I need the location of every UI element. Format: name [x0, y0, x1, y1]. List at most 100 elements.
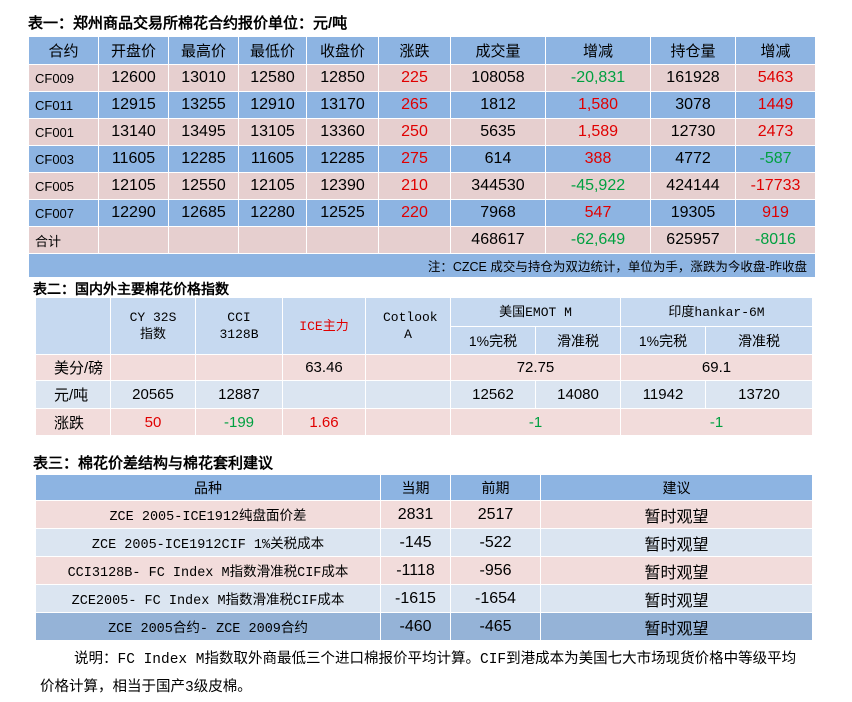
cell: 12730: [650, 118, 736, 146]
cell: 19305: [650, 199, 736, 227]
cell: -465: [450, 612, 541, 641]
cell: 12685: [168, 199, 239, 227]
cell: CF007: [28, 199, 99, 227]
cell: 161928: [650, 64, 736, 92]
cell: 开盘价: [98, 36, 169, 65]
cell: 12390: [306, 172, 379, 200]
cell: 275: [378, 145, 451, 173]
cell: 69.1: [620, 354, 813, 381]
cell: 14080: [535, 380, 621, 409]
cell: 50: [110, 408, 196, 436]
cell: 12290: [98, 199, 169, 227]
cell: 547: [545, 199, 651, 227]
data-row: CF007 12290 12685 12280 12525 220 7968 547 19305…: [28, 199, 816, 227]
cell: -145: [380, 528, 451, 557]
cell: 注：CZCE 成交与持仓为双边统计，单位为手，涨跌为今收盘-昨收盘: [28, 253, 816, 278]
cell: 72.75: [450, 354, 621, 381]
cell: [35, 297, 111, 355]
cell: 合计: [28, 226, 99, 254]
cell: 最高价: [168, 36, 239, 65]
header-text: ICE主力: [299, 318, 349, 334]
cell: ZCE 2005合约- ZCE 2009合约: [35, 612, 381, 641]
cell: 12550: [168, 172, 239, 200]
cell: CCI 3128B: [195, 297, 283, 355]
table3-title: 表三：棉花价差结构与棉花套利建议: [33, 455, 274, 472]
cell: 1,589: [545, 118, 651, 146]
cell: [365, 408, 451, 436]
cell: 13360: [306, 118, 379, 146]
cell: 250: [378, 118, 451, 146]
contract-table: 合约 开盘价 最高价 最低价 收盘价 涨跌 成交量 增减 持仓量 增减 CF009 12600 1301…: [28, 36, 816, 278]
cell: 当期: [380, 474, 451, 501]
cell: 暂时观望: [540, 556, 813, 585]
cell: 265: [378, 91, 451, 119]
cell: 468617: [450, 226, 546, 254]
data-row: ZCE 2005-ICE1912纯盘面价差 2831 2517 暂时观望: [35, 500, 813, 529]
cell: 涨跌: [35, 408, 111, 436]
cell: 12105: [98, 172, 169, 200]
cell: [98, 226, 169, 254]
cell: 收盘价: [306, 36, 379, 65]
cell: -20,831: [545, 64, 651, 92]
cell: 品种: [35, 474, 381, 501]
header-row: 品种 当期 前期 建议: [35, 474, 813, 501]
cell: [282, 380, 366, 409]
cell: CF011: [28, 91, 99, 119]
cell: 388: [545, 145, 651, 173]
data-row: CF001 13140 13495 13105 13360 250 5635 1,589 127…: [28, 118, 816, 146]
header-text: 印度hankar-6M: [668, 304, 765, 320]
cell: 滑准税: [705, 326, 813, 355]
cell: 12285: [168, 145, 239, 173]
cell: CCI3128B- FC Index M指数滑准税CIF成本: [35, 556, 381, 585]
cell: [378, 226, 451, 254]
cell: 暂时观望: [540, 612, 813, 641]
cell: 12285: [306, 145, 379, 173]
cell: 暂时观望: [540, 500, 813, 529]
cell: CF009: [28, 64, 99, 92]
cell: 7968: [450, 199, 546, 227]
data-row: ZCE 2005-ICE1912CIF 1%关税成本 -145 -522 暂时观望: [35, 528, 813, 557]
cell: 合约: [28, 36, 99, 65]
data-row: ZCE 2005合约- ZCE 2009合约 -460 -465 暂时观望: [35, 612, 813, 641]
cell: 13720: [705, 380, 813, 409]
data-row: CF003 11605 12285 11605 12285 275 614 388 4772 -5…: [28, 145, 816, 173]
cell: 美分/磅: [35, 354, 111, 381]
data-row: 美分/磅 63.46 72.75 69.1: [35, 354, 813, 381]
cell: 210: [378, 172, 451, 200]
cell: CF005: [28, 172, 99, 200]
cell: 1%完税: [620, 326, 706, 355]
data-row: 元/吨 20565 12887 12562 14080 11942 13720: [35, 380, 813, 409]
cell: 12600: [98, 64, 169, 92]
note: 说明：FC Index M指数取外商最低三个进口棉报价平均计算。CIF到港成本为…: [40, 652, 797, 696]
cell: 13140: [98, 118, 169, 146]
cell: 12850: [306, 64, 379, 92]
cell: 63.46: [282, 354, 366, 381]
data-row: 涨跌 50 -199 1.66 -1 -1: [35, 408, 813, 436]
cell: 11605: [98, 145, 169, 173]
header-row: CY 32S指数 CCI 3128B ICE主力 Cotlook A 美国EMOT M 印…: [35, 297, 813, 355]
header-text: CCI 3128B: [219, 310, 259, 342]
cell: 最低价: [238, 36, 307, 65]
cell: -1: [450, 408, 621, 436]
cell: 5635: [450, 118, 546, 146]
cell: ZCE2005- FC Index M指数滑准税CIF成本: [35, 584, 381, 613]
cell: 919: [735, 199, 816, 227]
cell: 2831: [380, 500, 451, 529]
subheader-row: 1%完税 滑准税 1%完税 滑准税: [36, 326, 813, 355]
data-row: CCI3128B- FC Index M指数滑准税CIF成本 -1118 -956 暂…: [35, 556, 813, 585]
cell: -1615: [380, 584, 451, 613]
cell: 涨跌: [378, 36, 451, 65]
cell: 12580: [238, 64, 307, 92]
cell: 2517: [450, 500, 541, 529]
cell: 11942: [620, 380, 706, 409]
spread-table: 品种 当期 前期 建议 ZCE 2005-ICE1912纯盘面价差 2831 2517 暂时观…: [35, 474, 813, 641]
cell: 5463: [735, 64, 816, 92]
cell: 12280: [238, 199, 307, 227]
cell: 印度hankar-6M: [620, 297, 813, 327]
cell: 13010: [168, 64, 239, 92]
cell: -587: [735, 145, 816, 173]
cell: -8016: [735, 226, 816, 254]
cell: [365, 354, 451, 381]
cell: [238, 226, 307, 254]
cell: 625957: [650, 226, 736, 254]
